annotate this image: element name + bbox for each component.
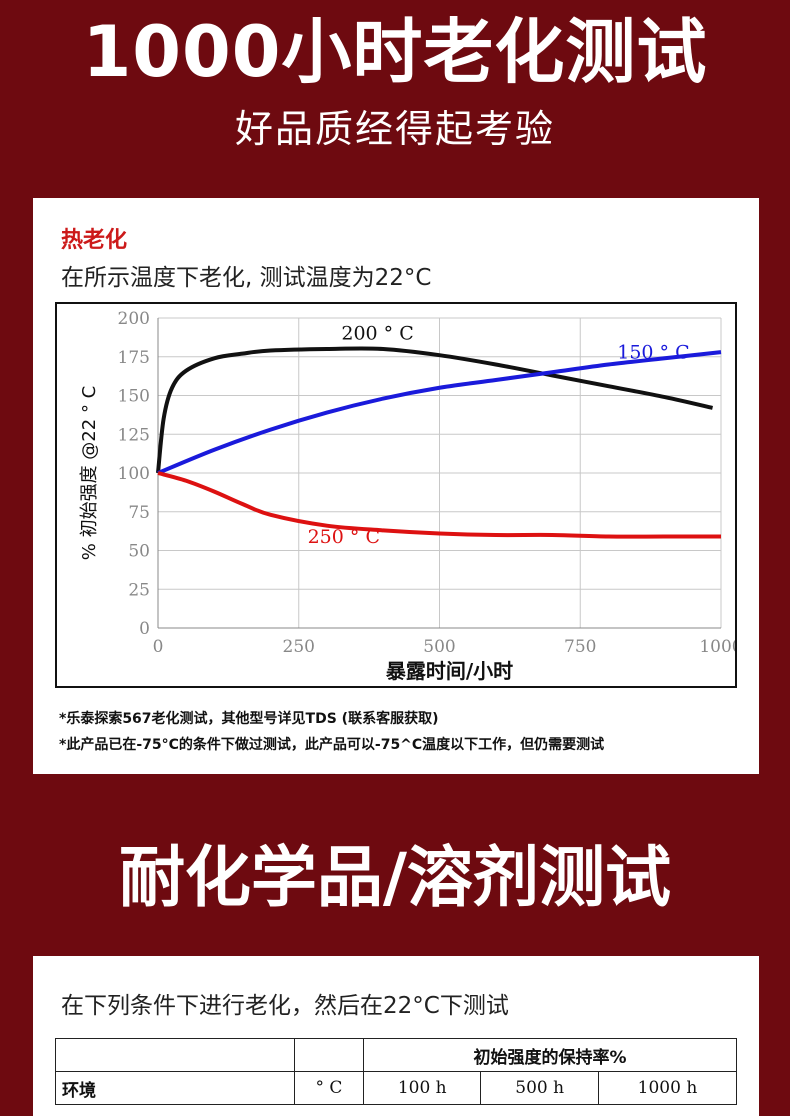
y-tick-label: 25 [128, 580, 150, 600]
footnote: *此产品已在-75°C的条件下做过测试，此产品可以-75^C温度以下工作，但仍需… [59, 737, 605, 753]
card-title: 热老化 [61, 228, 128, 253]
hero-subtitle: 好品质经得起考验 [234, 107, 555, 151]
chemical-test-card: 在下列条件下进行老化，然后在22°C下测试 初始强度的保持率% 环境 ° C 1… [33, 956, 759, 1116]
series-line [156, 346, 713, 474]
table-hour-header: 500 h [480, 1071, 599, 1105]
x-tick-label: 250 [283, 637, 315, 657]
series-label: 150 ° C [617, 341, 689, 363]
y-tick-label: 125 [118, 425, 150, 445]
y-tick-label: 150 [118, 387, 150, 407]
x-tick-label: 0 [153, 637, 164, 657]
x-tick-label: 500 [423, 637, 455, 657]
table-row: 环境 ° C 100 h 500 h 1000 h [55, 1071, 738, 1105]
y-tick-label: 75 [128, 503, 150, 523]
footnote: *乐泰探索567老化测试，其他型号详见TDS (联系客服获取) [59, 711, 439, 727]
series-line [157, 350, 722, 475]
y-tick-label: 0 [139, 619, 150, 639]
y-tick-label: 50 [128, 542, 150, 562]
y-tick-label: 100 [118, 464, 150, 484]
table-hour-header: 1000 h [597, 1071, 738, 1105]
series-line [157, 471, 721, 539]
heat-aging-card: 热老化 在所示温度下老化, 测试温度为22°C 0 25 50 75 100 125 150… [33, 198, 759, 774]
table-cell [55, 1038, 295, 1072]
section-title: 耐化学品/溶剂测试 [118, 839, 672, 916]
y-tick-label: 175 [118, 348, 150, 368]
card-subtitle: 在所示温度下老化, 测试温度为22°C [61, 265, 432, 291]
card-subtitle: 在下列条件下进行老化，然后在22°C下测试 [61, 993, 509, 1019]
table-row: 初始强度的保持率% [55, 1038, 737, 1072]
table-cell [294, 1038, 364, 1072]
retention-table: 初始强度的保持率% 环境 ° C 100 h 500 h 1000 h [55, 1038, 738, 1105]
table-hour-header: 100 h [362, 1071, 482, 1105]
series-label: 200 ° C [341, 323, 413, 345]
hero-title: 1000小时老化测试 [82, 11, 708, 93]
x-tick-label: 1000 [699, 637, 735, 657]
y-axis-label: % 初始强度 @22 ° C [79, 386, 100, 560]
heat-aging-chart: 0 25 50 75 100 125 150 175 200 0 250 500 750 1000 暴露时间… [79, 309, 735, 683]
chart-frame: 0 25 50 75 100 125 150 175 200 0 250 500 750 1000 暴露时间… [55, 302, 737, 688]
table-unit-header: ° C [294, 1071, 364, 1105]
y-tick-label: 200 [118, 309, 150, 329]
series-label: 250 ° C [308, 526, 380, 548]
table-group-header: 初始强度的保持率% [363, 1038, 737, 1072]
x-axis-label: 暴露时间/小时 [386, 659, 513, 683]
table-env-header: 环境 [55, 1071, 295, 1105]
x-tick-label: 750 [564, 637, 596, 657]
